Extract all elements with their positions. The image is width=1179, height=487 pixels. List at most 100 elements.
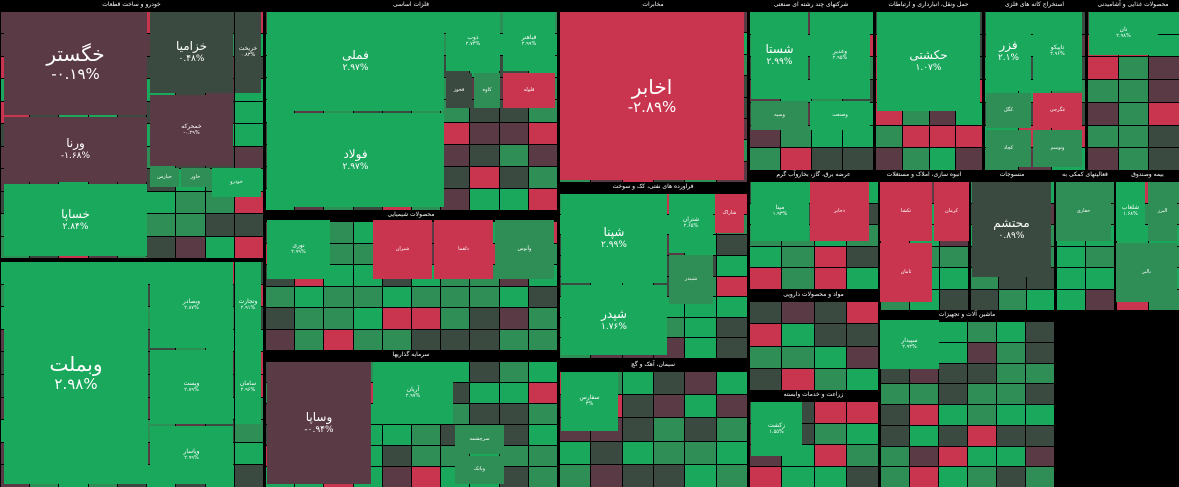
stock-change: ۲.۱% — [997, 53, 1020, 64]
stock-tile[interactable]: البرز — [1148, 182, 1177, 241]
stock-symbol: وتجارت — [238, 297, 258, 305]
stock-tile[interactable]: وپاسار ۲.۹۹% — [150, 426, 233, 484]
filler-tile — [881, 425, 909, 446]
stock-tile[interactable]: خریخت ۰.۸۳% — [235, 12, 261, 93]
stock-tile[interactable]: شتران ۲.۶۵% — [669, 194, 713, 253]
stock-tile[interactable]: فباهنر ۲.۹۹% — [503, 12, 555, 71]
stock-symbol: فباهنر — [521, 34, 537, 42]
stock-tile[interactable]: سفارس ۳% — [561, 372, 618, 431]
stock-tile[interactable]: شپنا ۲.۹۹% — [561, 194, 667, 283]
stock-symbol: خساپا — [61, 206, 90, 221]
stock-tile[interactable]: خزامیا ۰.۴۸% — [150, 12, 233, 93]
stock-tile[interactable]: حفاری — [1056, 182, 1111, 241]
stock-tile[interactable]: شیران — [373, 220, 432, 279]
sector-title: استخراج کانه های فلزی — [1004, 1, 1065, 8]
filler-tile — [412, 308, 441, 329]
stock-tile[interactable]: اخابر -۲.۸۹% — [560, 12, 744, 180]
filler-tile — [1088, 102, 1118, 125]
stock-change: ۳% — [585, 401, 594, 408]
stock-tile[interactable]: وبانک — [455, 456, 504, 484]
stock-tile[interactable]: زکشت ۱.۵۵% — [751, 402, 802, 456]
filler-tile — [266, 329, 295, 350]
stock-tile[interactable]: فخوز — [446, 73, 472, 108]
filler-tile — [382, 467, 411, 487]
stock-symbol: وپاسار — [183, 447, 200, 455]
stock-symbol: کگل — [1004, 106, 1013, 113]
stock-tile[interactable]: وسپه — [751, 101, 808, 130]
filler-tile — [560, 441, 591, 464]
stock-tile[interactable]: خساپا ۲.۸۴% — [4, 184, 147, 256]
filler-tile — [528, 188, 557, 210]
stock-tile[interactable]: شپدر ۱.۷۶% — [561, 285, 667, 355]
filler-tile — [1088, 57, 1118, 80]
stock-tile[interactable]: کاوه — [474, 73, 500, 108]
filler-tile — [716, 276, 747, 297]
stock-tile[interactable]: شبندر — [669, 255, 713, 304]
filler-tile — [876, 148, 902, 170]
stock-tile[interactable]: خودرو — [212, 168, 261, 197]
stock-symbol: وتوسم — [1050, 144, 1065, 151]
stock-tile[interactable]: کگل — [986, 93, 1031, 128]
filler-tile — [654, 395, 685, 418]
filler-tile — [997, 342, 1025, 363]
stock-tile[interactable]: سرچشمه — [455, 425, 504, 454]
filler-tile — [441, 144, 470, 166]
filler-tile — [441, 188, 470, 210]
stock-tile[interactable]: وپست ۲.۸۹% — [150, 350, 233, 424]
filler-tile — [846, 402, 878, 423]
stock-tile[interactable]: وبصادر ۲.۸۷% — [150, 262, 233, 348]
stock-tile[interactable]: تاپیکو ۲.۹۶% — [1033, 12, 1082, 91]
stock-tile[interactable]: خپارس — [150, 168, 179, 187]
stock-tile[interactable]: نان ۲.۹۸% — [1089, 12, 1158, 55]
filler-tile — [147, 214, 176, 236]
stock-symbol: خاور — [190, 173, 201, 180]
stock-tile[interactable]: شستا ۲.۹۹% — [751, 12, 808, 99]
stock-tile[interactable]: کرمان — [934, 182, 969, 241]
stock-tile[interactable]: فملی ۲.۹۷% — [267, 12, 444, 111]
filler-tile — [685, 418, 716, 441]
stock-symbol: وبانک — [473, 466, 486, 473]
stock-tile[interactable]: محتشم ۰.۸۹% — [972, 182, 1051, 277]
stock-symbol: وساپا — [305, 409, 333, 424]
filler-tile — [750, 324, 782, 346]
stock-tile[interactable]: کچاد — [986, 130, 1031, 167]
filler-tile — [295, 286, 324, 307]
filler-tile — [176, 191, 205, 214]
filler-tile — [1149, 80, 1179, 102]
stock-tile[interactable]: وتجارت ۲.۹۱% — [235, 262, 261, 348]
stock-tile[interactable]: ثامان — [880, 243, 932, 302]
stock-tile[interactable]: فزر ۲.۱% — [986, 12, 1031, 91]
stock-tile[interactable]: نوری ۲.۹۹% — [267, 220, 330, 279]
stock-tile[interactable]: ساماں ۲.۹۶% — [235, 350, 261, 424]
stock-tile[interactable]: تکشا — [880, 182, 932, 241]
stock-tile[interactable]: فلوله — [503, 73, 555, 108]
stock-tile[interactable]: غگرجی — [1033, 93, 1082, 128]
stock-tile[interactable]: وغدیر ۲.۹۵% — [810, 12, 870, 99]
stock-tile[interactable]: خمحرکه -۰.۲۹% — [150, 95, 233, 166]
stock-tile[interactable]: بالبر — [1116, 243, 1177, 302]
stock-tile[interactable]: وساپا -۰.۹۴% — [267, 362, 371, 484]
stock-tile[interactable]: شلعاب ۱.۶۸% — [1116, 182, 1145, 241]
stock-tile[interactable]: سپیدار ۲.۹۳% — [880, 320, 939, 369]
stock-tile[interactable]: مپنا ۱.۹۳% — [751, 182, 809, 241]
stock-tile[interactable]: حکشتی ۱.۰۷% — [877, 12, 980, 111]
stock-symbol: فخوز — [453, 86, 465, 93]
stock-symbol: اخابر — [631, 74, 673, 99]
stock-tile[interactable]: دلقما — [434, 220, 493, 279]
stock-tile[interactable]: وبملت ۲.۹۸% — [4, 262, 148, 484]
stock-tile[interactable]: شاراک — [715, 194, 744, 233]
filler-tile — [881, 405, 909, 425]
stock-tile[interactable]: دجابر — [810, 182, 869, 241]
stock-tile[interactable]: آریان ۲.۹۷% — [373, 362, 453, 424]
stock-tile[interactable]: خاور — [181, 168, 210, 187]
stock-tile[interactable]: خگستر -۰.۱۹% — [4, 12, 147, 115]
stock-tile[interactable]: ذوب ۲.۷۳% — [446, 12, 500, 71]
stock-tile[interactable]: ورنا -۱.۶۸% — [4, 117, 147, 182]
stock-tile[interactable]: وصنعت — [810, 101, 870, 130]
stock-tile[interactable]: وآتوس — [495, 220, 554, 279]
stock-tile[interactable]: وتوسم — [1033, 130, 1082, 167]
stock-change: ۲.۹۹% — [521, 41, 537, 48]
filler-tile — [997, 384, 1025, 404]
stock-tile[interactable]: فولاد ۲.۹۷% — [267, 113, 444, 207]
